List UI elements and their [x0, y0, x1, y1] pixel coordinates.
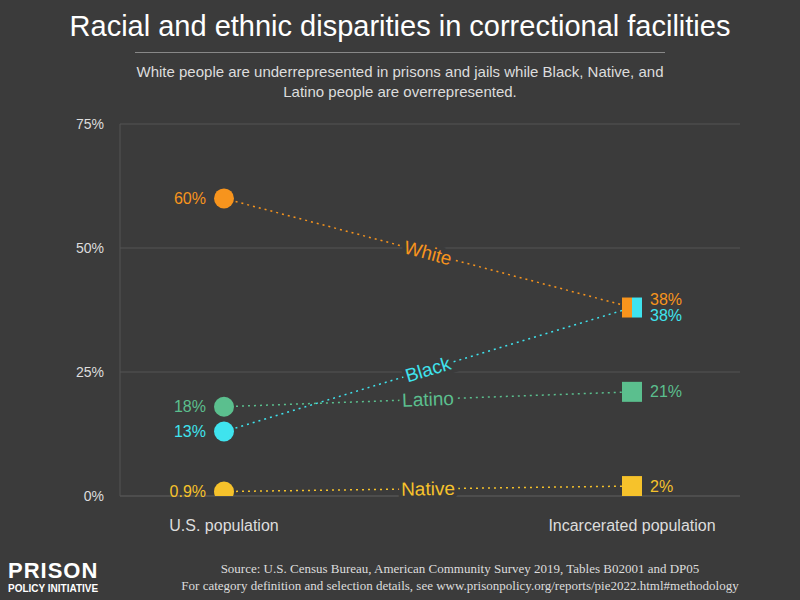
html-text:POLICY INITIATIVE: POLICY INITIATIVE: [8, 583, 99, 594]
svg-text:2%: 2%: [650, 478, 673, 495]
svg-text:Black: Black: [403, 353, 454, 387]
svg-text:60%: 60%: [174, 190, 206, 207]
svg-text:75%: 75%: [76, 116, 104, 132]
html-text:For category definition and se: For category definition and selection de…: [181, 578, 739, 593]
svg-text:0.9%: 0.9%: [170, 483, 206, 500]
html-text:Racial and ethnic disparities: Racial and ethnic disparities in correct…: [69, 10, 731, 42]
svg-text:Native: Native: [401, 478, 455, 500]
html-text:White people are underrepresen: White people are underrepresented in pri…: [136, 63, 664, 100]
svg-text:25%: 25%: [76, 364, 104, 380]
svg-text:21%: 21%: [650, 383, 682, 400]
svg-text:38%: 38%: [650, 307, 682, 324]
svg-text:18%: 18%: [174, 398, 206, 415]
svg-text:50%: 50%: [76, 240, 104, 256]
svg-text:U.S. population: U.S. population: [169, 517, 278, 534]
svg-text:0%: 0%: [84, 488, 104, 504]
svg-text:Incarcerated population: Incarcerated population: [548, 517, 715, 534]
html-text:Source: U.S. Census Bureau, Am: Source: U.S. Census Bureau, American Com…: [220, 561, 700, 576]
svg-text:White: White: [402, 237, 454, 270]
svg-text:13%: 13%: [174, 423, 206, 440]
svg-text:Latino: Latino: [402, 388, 455, 411]
svg-text:38%: 38%: [650, 291, 682, 308]
html-text:PRISON: PRISON: [8, 558, 99, 583]
